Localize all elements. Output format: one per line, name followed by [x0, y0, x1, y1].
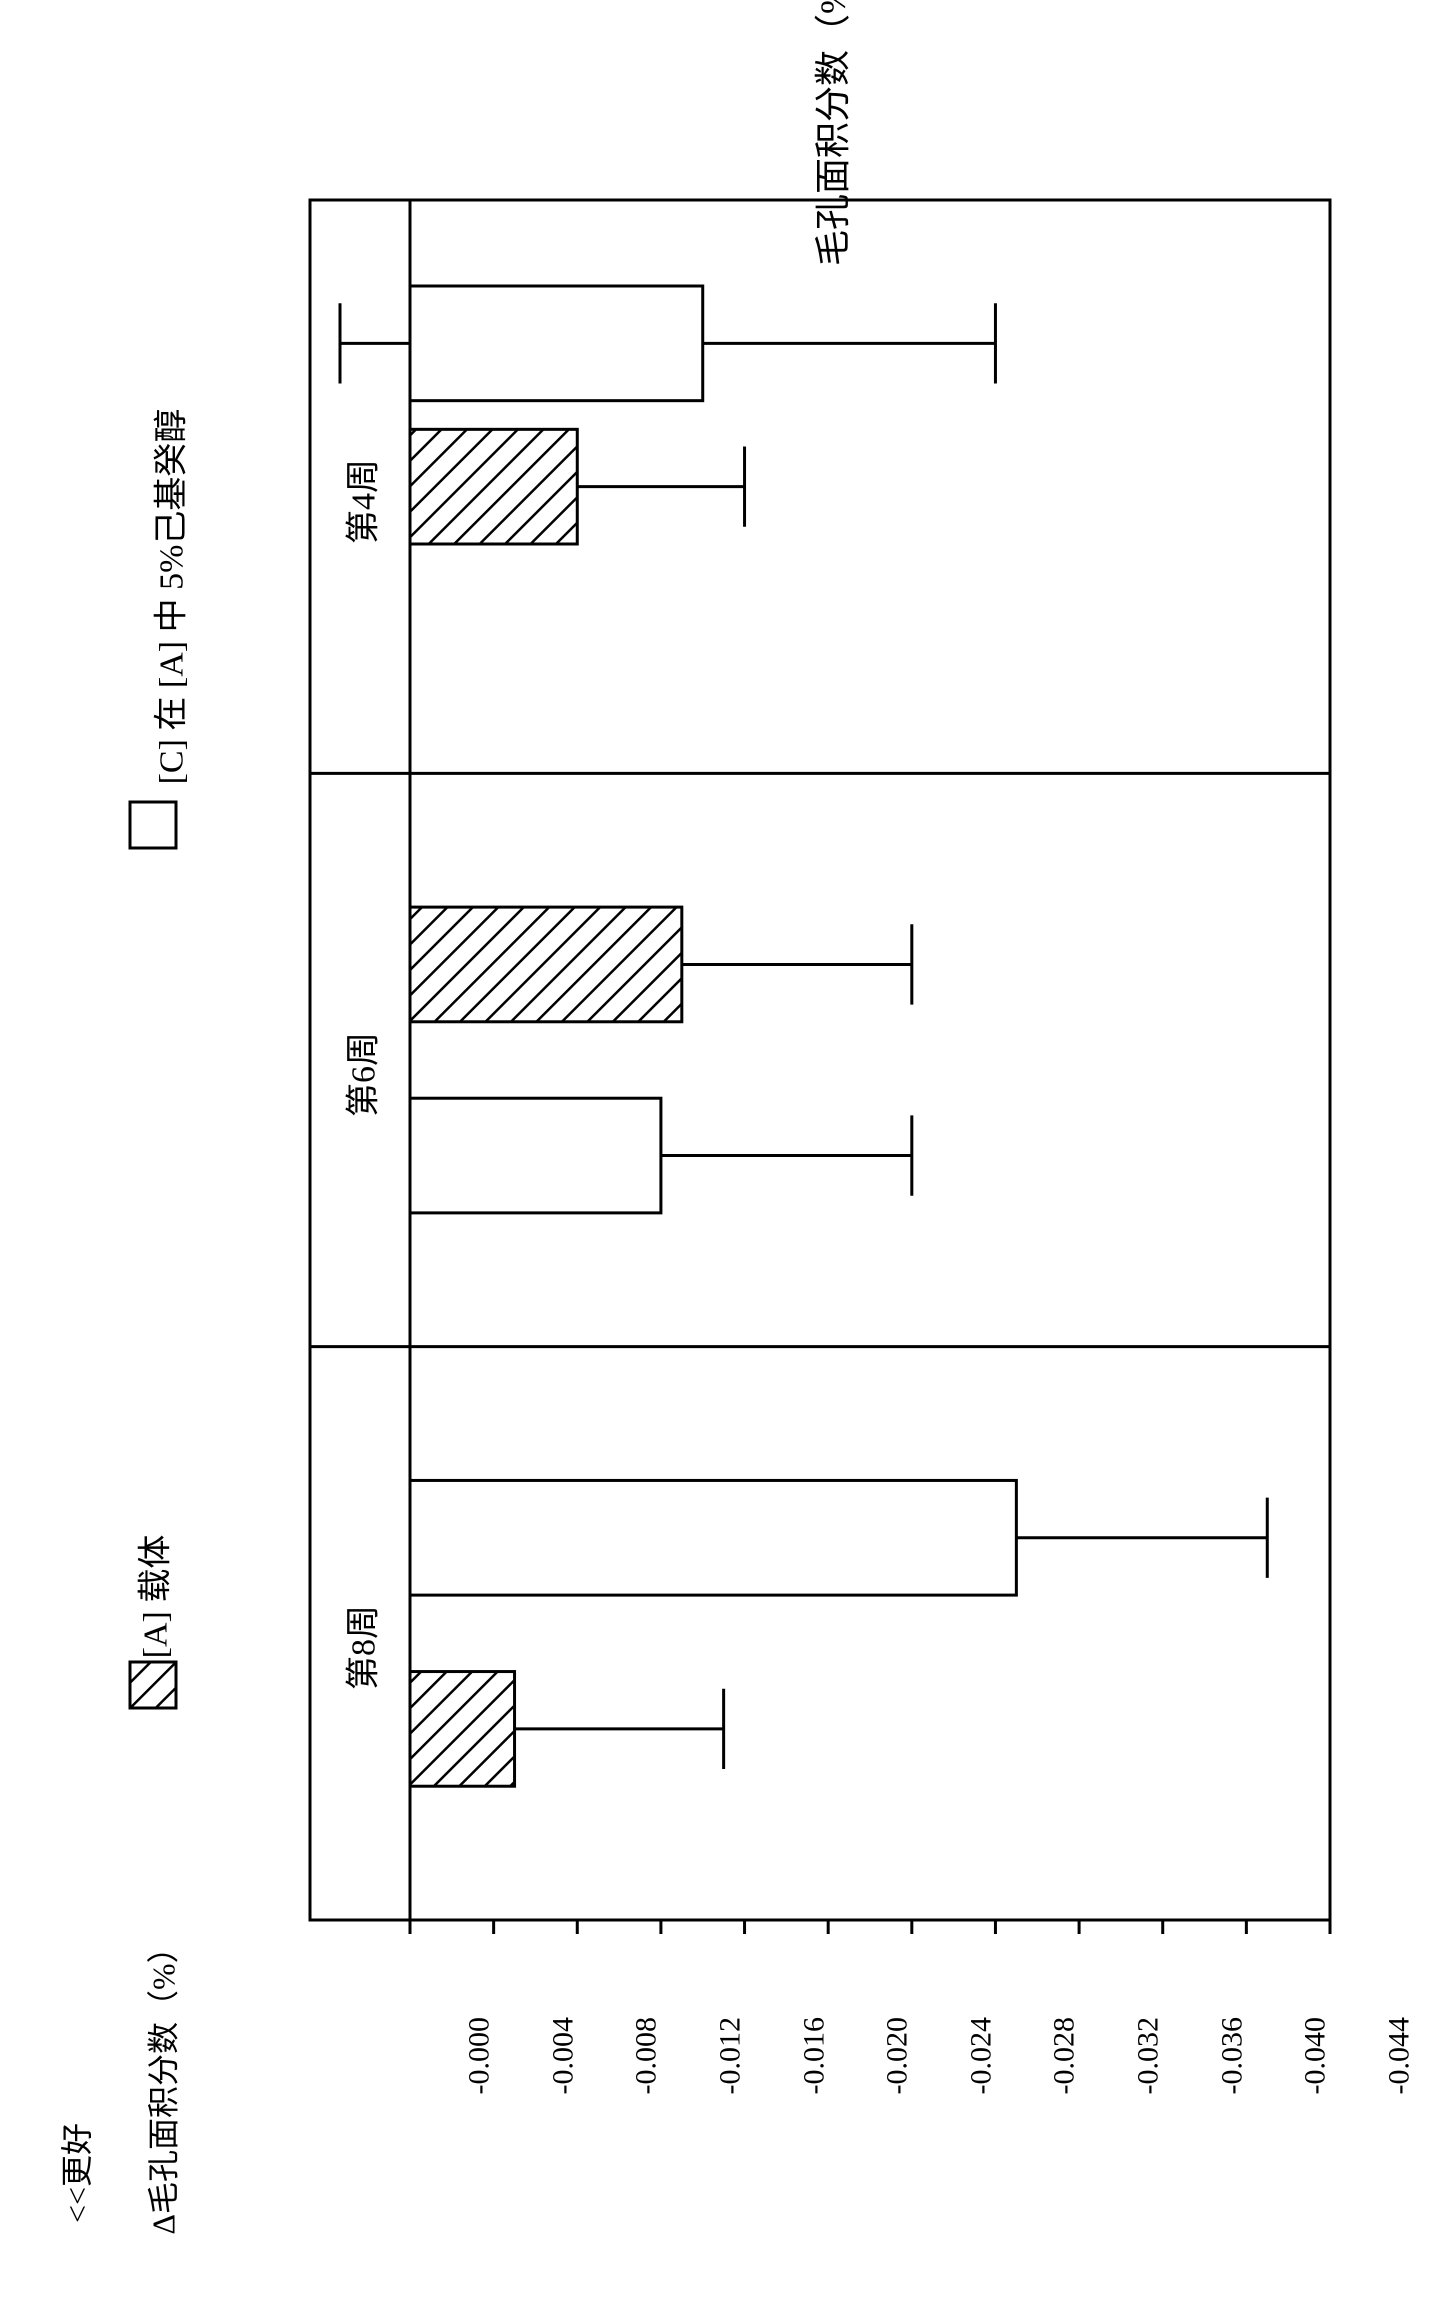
better-arrow-label: <<更好: [52, 2123, 98, 2223]
panel-label: 第6周: [336, 1025, 385, 1125]
chart-container: 毛孔面积分数（%） Δ毛孔面积分数（%） <<更好 -0.000-0.004-0…: [40, 40, 1412, 2257]
ytick-label: -0.044: [1383, 2017, 1417, 2095]
y-axis-label: Δ毛孔面积分数（%）: [139, 1931, 185, 2234]
panel-label: 第8周: [336, 1598, 385, 1698]
legend-label-open: [C] 在 [A] 中 5%己基癸醇: [143, 409, 192, 785]
ytick-label: -0.000: [463, 2017, 497, 2095]
ytick-label: -0.028: [1048, 2017, 1082, 2095]
ytick-label: -0.020: [881, 2017, 915, 2095]
ytick-label: -0.036: [1215, 2017, 1249, 2095]
ytick-label: -0.040: [1299, 2017, 1333, 2095]
panel-label: 第4周: [336, 451, 385, 551]
chart-svg: [40, 40, 1412, 2257]
ytick-label: -0.004: [546, 2017, 580, 2095]
chart-title: 毛孔面积分数（%）: [804, 0, 856, 266]
ytick-label: -0.008: [630, 2017, 664, 2095]
legend-label-hatched: [A] 载体: [127, 1535, 176, 1659]
ytick-label: -0.016: [797, 2017, 831, 2095]
ytick-label: -0.032: [1132, 2017, 1166, 2095]
ytick-label: -0.024: [964, 2017, 998, 2095]
ytick-label: -0.012: [713, 2017, 747, 2095]
